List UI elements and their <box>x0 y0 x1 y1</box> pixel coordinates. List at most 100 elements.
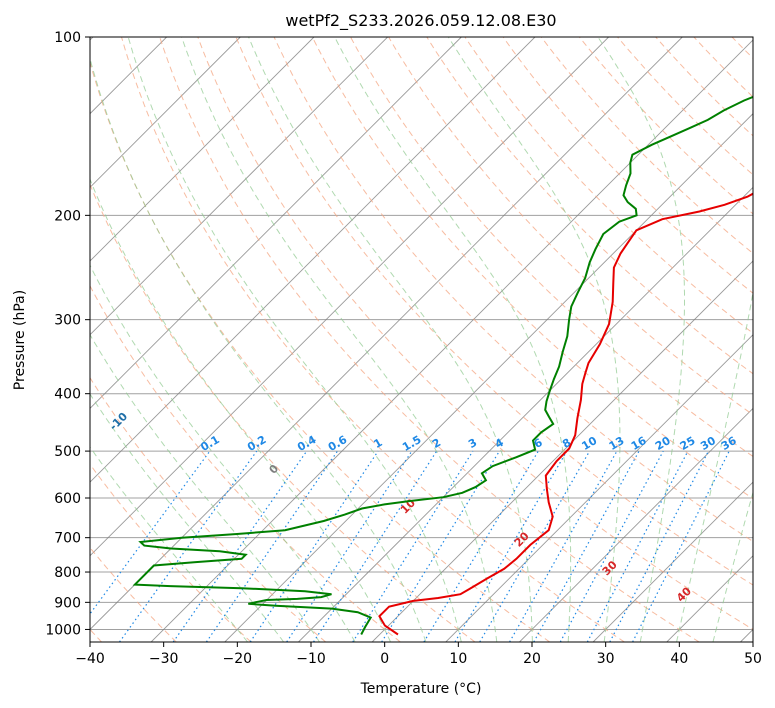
moist-adiabat <box>676 289 753 642</box>
x-tick-label: −40 <box>75 651 105 667</box>
dry-adiabat <box>617 37 753 176</box>
mixing-ratio-line <box>632 450 730 642</box>
mixing-ratio-label: 25 <box>678 434 698 453</box>
dry-adiabat <box>90 376 327 642</box>
mixing-ratio-line <box>423 450 539 642</box>
mixing-ratio-line <box>479 450 591 642</box>
y-axis-label: Pressure (hPa) <box>12 290 28 390</box>
moist-adiabat <box>90 56 427 642</box>
isotherm-line <box>445 334 753 642</box>
x-axis-label: Temperature (°C) <box>360 681 482 697</box>
plot-area: 0.10.20.40.611.52346810131620253036-100-… <box>90 37 775 642</box>
x-tick-label: −20 <box>223 651 253 667</box>
moist-adiabat-label: 30 <box>600 558 620 578</box>
x-tick-label: 50 <box>744 651 762 667</box>
moist-adiabat <box>334 37 572 642</box>
dry-adiabat <box>693 37 753 98</box>
mixing-ratio-lines <box>90 450 730 642</box>
y-tick-label: 200 <box>54 208 81 224</box>
isotherm-line <box>519 407 753 642</box>
moist-adiabat <box>90 264 356 642</box>
mixing-ratio-line <box>381 450 500 642</box>
dry-adiabat <box>540 37 753 254</box>
mixing-ratio-line <box>119 450 258 642</box>
x-tick-label: 20 <box>523 651 541 667</box>
mixing-ratio-label: 20 <box>653 434 673 453</box>
dry-adiabat <box>235 37 753 586</box>
profiles <box>132 95 753 636</box>
dry-adiabat-label: -10 <box>107 410 130 433</box>
isotherm-line <box>224 113 753 642</box>
dry-adiabat <box>121 37 625 642</box>
mixing-ratio-label: 16 <box>629 434 649 453</box>
mixing-ratio-label: 13 <box>607 434 627 453</box>
mixing-ratio-line <box>454 450 568 642</box>
y-tick-label: 300 <box>54 313 81 329</box>
dry-adiabat <box>464 37 753 334</box>
moist-adiabats <box>90 37 753 642</box>
moist-adiabat <box>712 490 753 642</box>
mixing-ratio-line <box>533 450 640 642</box>
isotherm-line <box>150 39 753 642</box>
isotherm-line <box>90 37 388 336</box>
moist-adiabat <box>597 37 685 642</box>
isotherm-line <box>592 481 753 642</box>
moist-adiabat <box>181 37 498 642</box>
mixing-ratio-line <box>286 450 413 642</box>
isotherm-line <box>666 555 753 642</box>
dewpoint-line <box>132 95 753 635</box>
moist-adiabat <box>90 177 391 642</box>
isotherm-line <box>90 37 536 483</box>
moist-adiabat <box>447 37 621 642</box>
mixing-ratio-label: 4 <box>493 436 506 451</box>
isotherm-line <box>90 37 683 631</box>
chart-title: wetPf2_S233.2026.059.12.08.E30 <box>285 11 556 31</box>
mixing-ratio-line <box>172 450 308 642</box>
dry-adiabat <box>90 183 476 642</box>
mixing-ratio-line <box>559 450 664 642</box>
mixing-ratio-label: 36 <box>719 434 739 453</box>
y-tick-label: 1000 <box>45 622 81 638</box>
dry-adiabat <box>273 37 753 543</box>
isotherm-grid <box>90 37 753 642</box>
mixing-ratio-line <box>586 450 689 642</box>
dry-adiabat <box>770 37 775 642</box>
isotherm-line <box>90 37 609 557</box>
x-tick-label: 40 <box>670 651 688 667</box>
moist-adiabat-label: 10 <box>398 496 418 516</box>
dry-adiabat <box>388 37 753 416</box>
dry-adiabat <box>350 37 753 458</box>
moist-adiabat <box>90 446 248 642</box>
y-tick-label: 400 <box>54 387 81 403</box>
dry-adiabat <box>197 37 753 630</box>
dry-adiabat <box>90 60 551 642</box>
moist-adiabat-label: 40 <box>674 584 694 604</box>
dry-adiabats <box>90 37 775 642</box>
dry-adiabat <box>90 463 252 642</box>
mixing-ratio-line <box>205 450 338 642</box>
mixing-ratio-label: 30 <box>698 434 718 453</box>
mixing-ratio-label: 1 <box>372 436 385 451</box>
mixing-ratio-line <box>313 450 438 642</box>
moist-adiabat <box>90 393 285 642</box>
plot-frame <box>89 36 754 643</box>
dry-adiabat <box>655 37 753 137</box>
isotherm-line <box>371 260 753 642</box>
x-tick-label: −30 <box>149 651 179 667</box>
dry-adiabat <box>579 37 753 215</box>
isotherm-line <box>740 628 753 642</box>
moist-adiabat <box>127 37 462 642</box>
y-tick-label: 100 <box>54 30 81 46</box>
mixing-ratio-line <box>352 450 474 642</box>
isobar-grid <box>90 37 753 630</box>
mixing-ratio-label: 10 <box>579 434 599 453</box>
x-axis-ticks: −40 −30 −20 −10 0 10 20 30 40 50 <box>75 642 762 667</box>
y-axis-ticks: 100 200 300 400 500 600 700 800 900 1000 <box>45 30 90 638</box>
y-tick-label: 700 <box>54 531 81 547</box>
isotherm-line <box>90 37 241 188</box>
y-tick-label: 800 <box>54 565 81 581</box>
x-tick-label: 10 <box>449 651 467 667</box>
y-tick-label: 600 <box>54 491 81 507</box>
mixing-ratio-line <box>509 450 618 642</box>
isotherm-line <box>90 37 315 262</box>
